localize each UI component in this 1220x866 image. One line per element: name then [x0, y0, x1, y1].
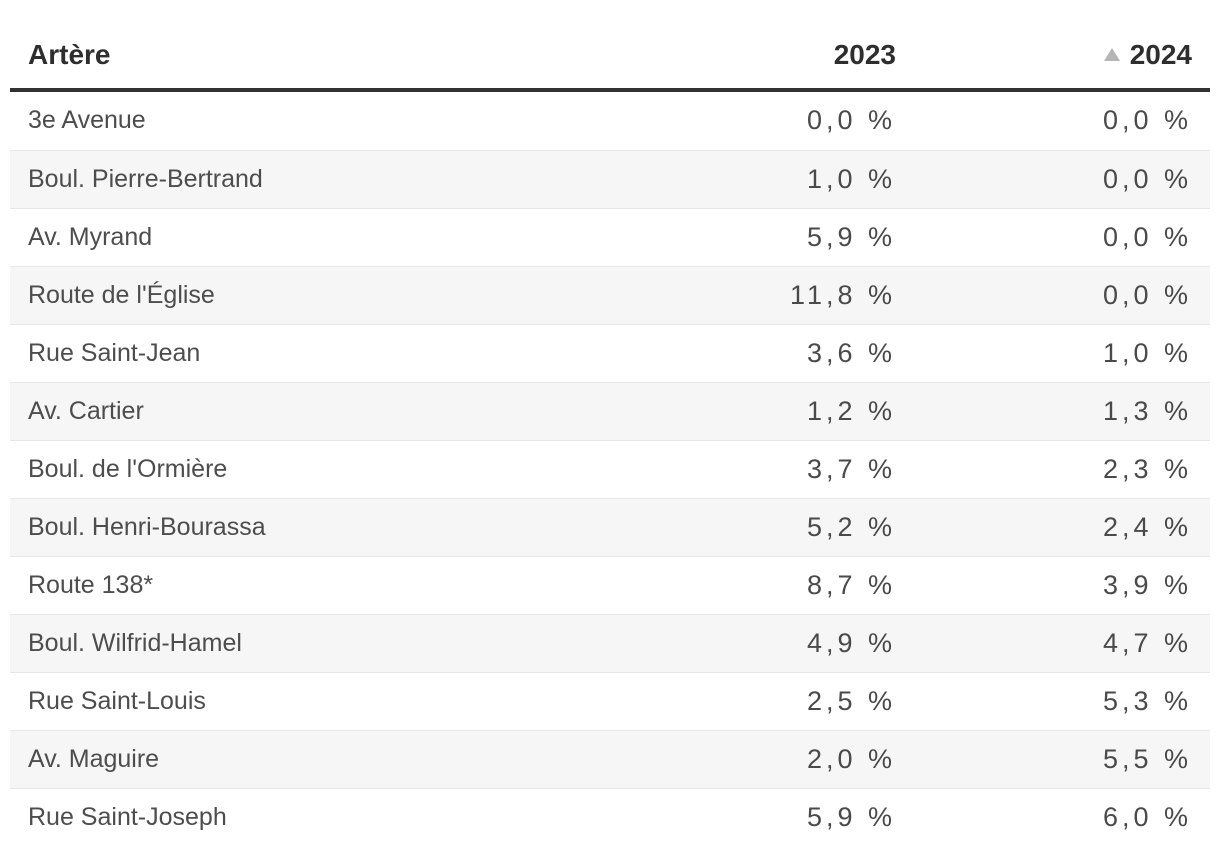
value-2023-cell: 1,2 % — [606, 381, 896, 441]
table-row: Av. Cartier 1,2 % 1,3 % — [10, 381, 1210, 441]
data-table: Artère 2023 2024 3e Avenue 0,0 % 0,0 % Boul… — [10, 0, 1210, 846]
table-row: 3e Avenue 0,0 % 0,0 % — [10, 90, 1210, 151]
value-2024-cell: 4,7 % — [896, 613, 1210, 673]
value-2024-cell: 2,4 % — [896, 497, 1210, 557]
table-row: Boul. Pierre-Bertrand 1,0 % 0,0 % — [10, 149, 1210, 209]
value-2023-cell: 5,9 % — [606, 207, 896, 267]
table-body: 3e Avenue 0,0 % 0,0 % Boul. Pierre-Bertrand… — [10, 90, 1210, 846]
value-2023-cell: 8,7 % — [606, 555, 896, 615]
street-name-cell: Av. Cartier — [10, 381, 606, 441]
column-header-artere[interactable]: Artère — [10, 0, 606, 92]
value-2024-cell: 1,3 % — [896, 381, 1210, 441]
header-row: Artère 2023 2024 — [10, 0, 1210, 92]
value-2024-cell: 2,3 % — [896, 439, 1210, 499]
street-name-cell: Av. Maguire — [10, 729, 606, 789]
value-2024-cell: 5,3 % — [896, 671, 1210, 731]
table-header: Artère 2023 2024 — [10, 0, 1210, 92]
value-2023-cell: 1,0 % — [606, 149, 896, 209]
table-row: Route 138* 8,7 % 3,9 % — [10, 555, 1210, 615]
table-row: Boul. Henri-Bourassa 5,2 % 2,4 % — [10, 497, 1210, 557]
value-2024-cell: 3,9 % — [896, 555, 1210, 615]
value-2023-cell: 0,0 % — [806, 105, 896, 136]
value-2024-cell: 0,0 % — [896, 207, 1210, 267]
street-name-cell: Route 138* — [10, 555, 606, 615]
table-row: Rue Saint-Jean 3,6 % 1,0 % — [10, 323, 1210, 383]
value-2023-cell: 2,0 % — [606, 729, 896, 789]
table-row: Boul. de l'Ormière 3,7 % 2,3 % — [10, 439, 1210, 499]
street-name-cell: 3e Avenue — [28, 106, 146, 135]
street-name-cell: Boul. Wilfrid-Hamel — [10, 613, 606, 673]
street-name-cell: Route de l'Église — [10, 265, 606, 325]
value-2023-cell: 2,5 % — [606, 671, 896, 731]
street-name-cell: Rue Saint-Jean — [10, 323, 606, 383]
value-2024-cell: 5,5 % — [896, 729, 1210, 789]
street-name-cell: Av. Myrand — [10, 207, 606, 267]
table-row: Av. Myrand 5,9 % 0,0 % — [10, 207, 1210, 267]
value-2023-cell: 4,9 % — [606, 613, 896, 673]
value-2024-cell: 1,0 % — [896, 323, 1210, 383]
street-name-cell: Rue Saint-Joseph — [10, 787, 606, 846]
sort-ascending-icon — [1103, 48, 1120, 61]
column-header-2023[interactable]: 2023 — [606, 0, 896, 92]
value-2023-cell: 3,7 % — [606, 439, 896, 499]
table-row: Boul. Wilfrid-Hamel 4,9 % 4,7 % — [10, 613, 1210, 673]
table-row: Rue Saint-Louis 2,5 % 5,3 % — [10, 671, 1210, 731]
table-row: Route de l'Église 11,8 % 0,0 % — [10, 265, 1210, 325]
value-2023-cell: 5,2 % — [606, 497, 896, 557]
street-name-cell: Boul. Henri-Bourassa — [10, 497, 606, 557]
value-2023-cell: 11,8 % — [606, 265, 896, 325]
street-name-cell: Rue Saint-Louis — [10, 671, 606, 731]
value-2024-cell: 0,0 % — [896, 265, 1210, 325]
value-2024-cell: 0,0 % — [896, 149, 1210, 209]
table-row: Av. Maguire 2,0 % 5,5 % — [10, 729, 1210, 789]
table-row: Rue Saint-Joseph 5,9 % 6,0 % — [10, 787, 1210, 846]
value-2023-cell: 5,9 % — [606, 787, 896, 846]
value-2023-cell: 3,6 % — [606, 323, 896, 383]
percentage-table: Artère 2023 2024 3e Avenue 0,0 % 0,0 % Boul… — [10, 0, 1210, 846]
value-2024-cell: 6,0 % — [896, 787, 1210, 846]
street-name-cell: Boul. de l'Ormière — [10, 439, 606, 499]
column-header-2024[interactable]: 2024 — [896, 0, 1210, 92]
value-2024-cell: 0,0 % — [1102, 105, 1192, 136]
street-name-cell: Boul. Pierre-Bertrand — [10, 149, 606, 209]
column-header-2024-label: 2024 — [1129, 39, 1192, 70]
